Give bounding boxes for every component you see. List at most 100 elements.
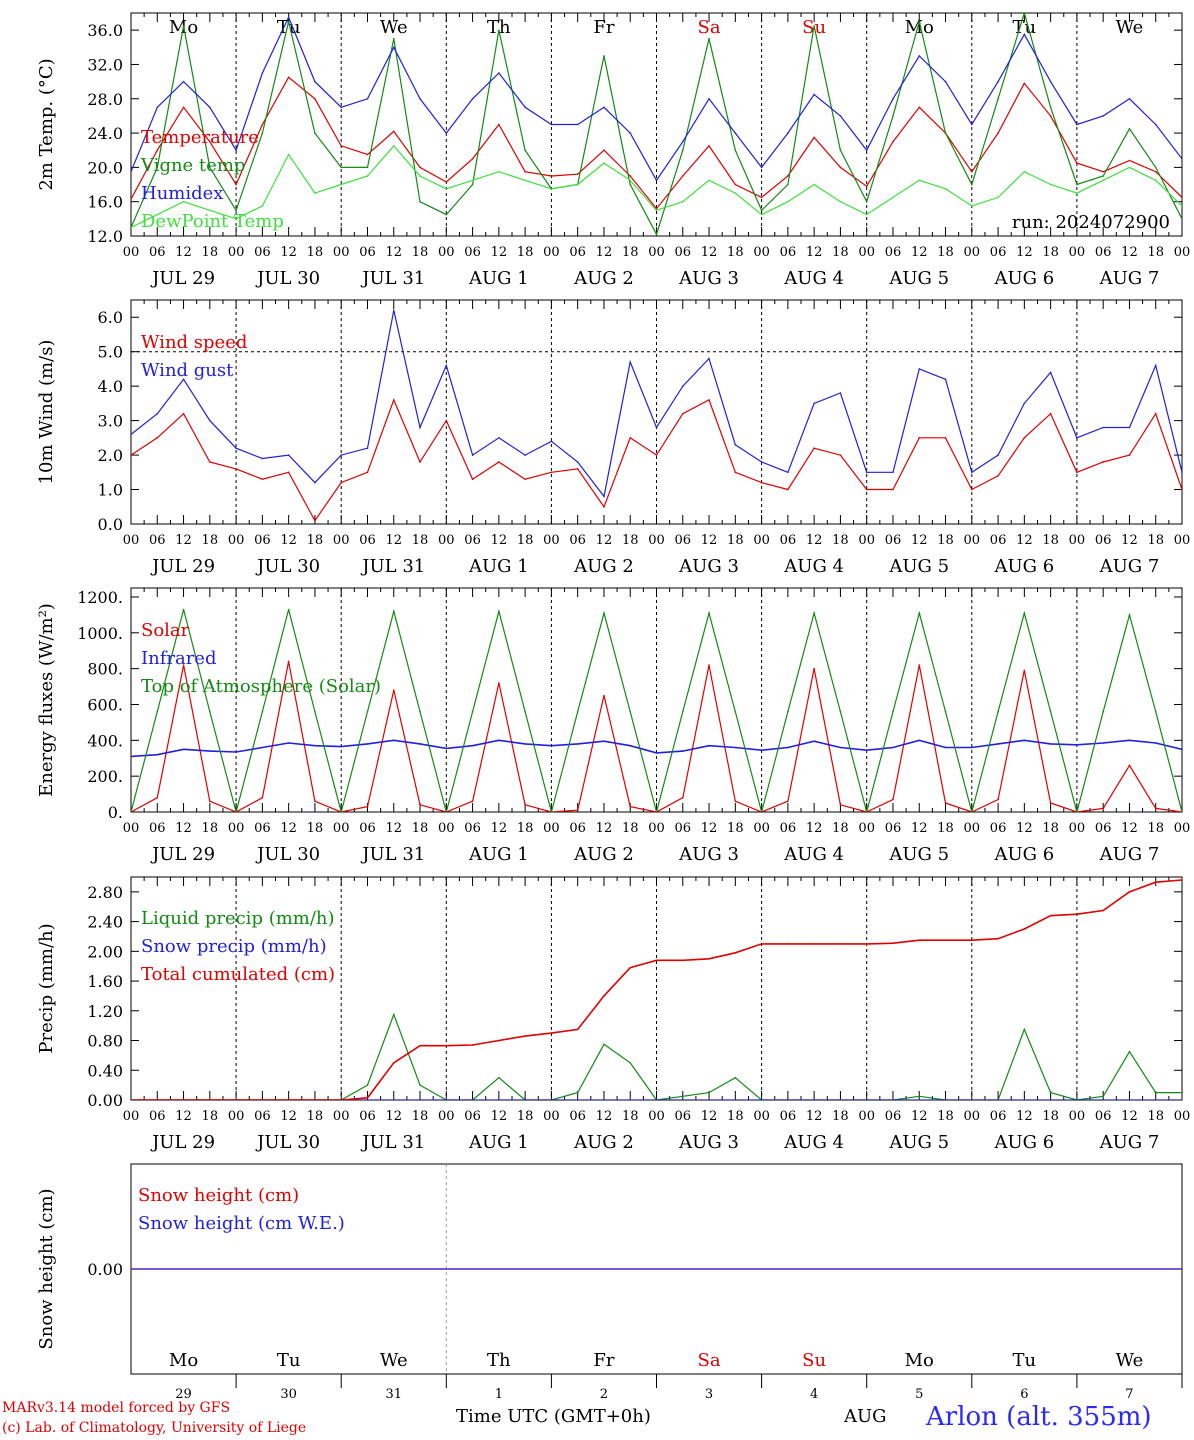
data-point (366, 166, 369, 169)
hour-tick-label: 18 (937, 821, 954, 836)
weekday-label: Tu (1013, 1350, 1037, 1371)
data-point (629, 966, 632, 969)
hour-tick-label: 12 (911, 245, 928, 260)
data-point (760, 943, 763, 945)
hour-tick-label: 00 (1174, 533, 1191, 548)
data-point (760, 196, 763, 199)
legend-entry: Solar (141, 620, 190, 641)
data-point (576, 743, 579, 745)
weekday-label: Mo (905, 17, 934, 38)
data-point (865, 1099, 868, 1100)
data-point (997, 132, 999, 134)
data-point (629, 744, 632, 747)
hour-tick-label: 06 (149, 821, 166, 836)
data-point (445, 213, 448, 216)
legend-entry: Vigne temp (140, 155, 245, 176)
data-point (892, 115, 894, 117)
data-point (892, 942, 894, 944)
hour-tick-label: 18 (202, 821, 219, 836)
date-label: AUG 2 (573, 556, 634, 577)
data-point (1102, 1099, 1104, 1100)
data-point (524, 1035, 526, 1037)
date-label: AUG 4 (783, 1132, 844, 1153)
y-axis-title: 10m Wind (m/s) (36, 340, 57, 485)
data-point (1181, 158, 1182, 160)
data-point (1076, 811, 1078, 812)
data-point (419, 426, 421, 429)
date-label: JUL 29 (150, 844, 215, 865)
data-point (813, 612, 815, 614)
data-point (813, 667, 815, 670)
data-point (261, 710, 264, 713)
data-point (498, 610, 500, 613)
data-point (1181, 488, 1182, 491)
hour-tick-label: 12 (596, 533, 613, 548)
data-point (524, 710, 526, 713)
hour-tick-label: 18 (727, 821, 744, 836)
data-point (156, 106, 159, 109)
hour-tick-label: 18 (412, 245, 429, 260)
data-point (1023, 669, 1026, 672)
hour-tick-label: 00 (228, 245, 245, 260)
data-point (209, 419, 211, 422)
data-point (471, 744, 474, 747)
data-point (524, 106, 526, 109)
data-point (392, 46, 395, 49)
data-point (1154, 123, 1157, 126)
data-point (156, 753, 159, 756)
data-point (918, 106, 921, 109)
data-point (235, 209, 237, 212)
data-point (471, 158, 474, 160)
weekday-label: Th (487, 17, 511, 38)
panel-frame (130, 299, 1183, 525)
data-point (576, 1099, 579, 1100)
date-label: AUG 5 (888, 268, 949, 289)
data-point (603, 612, 605, 614)
weekday-label: We (380, 17, 408, 38)
data-point (734, 1076, 737, 1079)
panel-3: 0. 200. 400. 600. 800. 1000. 1200. 00 06 12 18 00 06… (36, 587, 1190, 865)
data-point (629, 175, 632, 177)
data-point (550, 123, 553, 126)
data-point (603, 162, 605, 164)
y-axis-title: Energy fluxes (W/m²) (36, 603, 57, 797)
data-point (865, 471, 868, 474)
data-point (471, 1099, 474, 1100)
day-number-label: 2 (600, 1387, 608, 1402)
data-point (524, 170, 526, 173)
hour-tick-label: 06 (885, 821, 902, 836)
hour-tick-label: 12 (491, 533, 508, 548)
credit-line-2: (c) Lab. of Climatology, University of L… (2, 1420, 307, 1436)
hour-tick-label: 12 (701, 245, 718, 260)
data-point (787, 183, 789, 186)
data-point (734, 192, 737, 194)
data-point (813, 402, 815, 405)
data-point (865, 943, 868, 945)
data-point (235, 183, 237, 186)
date-label: AUG 1 (468, 268, 529, 289)
data-point (1102, 807, 1104, 810)
data-point (681, 175, 684, 177)
data-point (1023, 13, 1026, 14)
data-point (1128, 426, 1131, 429)
hour-tick-label: 18 (412, 533, 429, 548)
hour-tick-label: 18 (517, 245, 534, 260)
data-point (787, 175, 789, 177)
hour-tick-label: 12 (280, 1109, 297, 1124)
hour-tick-label: 06 (464, 533, 481, 548)
data-point (576, 710, 579, 713)
data-point (131, 811, 132, 812)
hour-tick-label: 00 (543, 533, 560, 548)
data-point (261, 796, 264, 799)
data-point (131, 226, 132, 229)
data-point (314, 192, 316, 194)
data-point (1102, 1095, 1104, 1098)
data-point (734, 746, 737, 749)
hour-tick-label: 00 (964, 533, 981, 548)
data-point (971, 939, 973, 941)
data-point (997, 1099, 999, 1100)
y-tick-label: 0.0 (98, 515, 123, 534)
data-point (156, 166, 159, 169)
data-point (209, 750, 211, 752)
station-label: Arlon (alt. 355m) (926, 1402, 1152, 1432)
